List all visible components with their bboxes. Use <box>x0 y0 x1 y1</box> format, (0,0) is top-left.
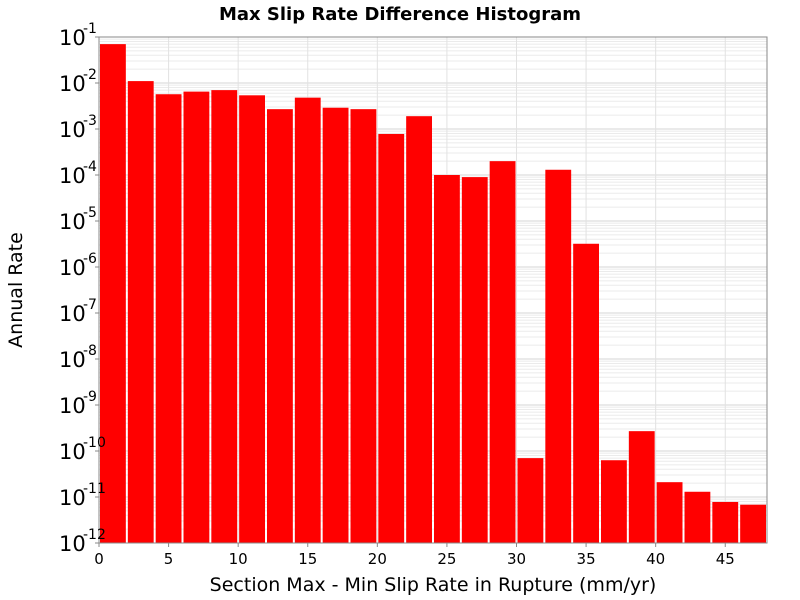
y-tick-exponent: -11 <box>83 481 106 497</box>
x-tick-label: 35 <box>577 550 596 568</box>
bars <box>100 44 766 544</box>
y-tick-exponent: -9 <box>83 389 97 405</box>
x-tick-label: 5 <box>164 550 174 568</box>
histogram-bar <box>656 482 683 543</box>
histogram-bar <box>350 109 377 544</box>
x-tick-label: 0 <box>94 550 104 568</box>
y-tick-label: 10 <box>59 394 86 418</box>
histogram-bar <box>517 458 544 543</box>
chart-title: Max Slip Rate Difference Histogram <box>219 4 581 25</box>
histogram-bar <box>461 177 488 543</box>
histogram-bar <box>740 504 766 543</box>
y-tick-label: 10 <box>59 486 86 510</box>
histogram-bar <box>183 91 210 543</box>
y-tick-label: 10 <box>59 532 86 556</box>
histogram-bar <box>127 81 154 543</box>
histogram-bar <box>211 90 238 543</box>
y-tick-exponent: -8 <box>83 343 97 359</box>
y-tick-exponent: -5 <box>83 205 97 221</box>
x-tick-label: 25 <box>437 550 456 568</box>
histogram-bar <box>294 97 321 543</box>
x-tick-label: 20 <box>368 550 387 568</box>
y-axis-ticks: 10-110-210-310-410-510-610-710-810-910-1… <box>59 21 106 556</box>
histogram-bar <box>155 94 182 543</box>
x-axis-ticks: 0 5 10 15 20 25 30 35 40 45 <box>94 543 735 568</box>
histogram-bar <box>573 243 599 543</box>
y-tick-exponent: -2 <box>83 67 97 83</box>
plot-border <box>98 36 768 544</box>
histogram-bar <box>601 460 627 543</box>
y-tick-label: 10 <box>59 26 86 50</box>
histogram-bar <box>406 116 432 543</box>
y-tick-label: 10 <box>59 210 86 234</box>
y-tick-exponent: -3 <box>83 113 97 129</box>
x-tick-label: 10 <box>229 550 248 568</box>
y-tick-exponent: -1 <box>83 21 97 37</box>
x-tick-label: 30 <box>507 550 526 568</box>
histogram-bar <box>239 95 265 544</box>
y-tick-label: 10 <box>59 72 86 96</box>
x-tick-label: 15 <box>298 550 317 568</box>
y-axis-label: Annual Rate <box>5 232 27 348</box>
y-tick-label: 10 <box>59 164 86 188</box>
histogram-bar <box>267 109 293 544</box>
y-tick-label: 10 <box>59 440 86 464</box>
histogram-bar <box>684 491 711 543</box>
y-tick-label: 10 <box>59 256 86 280</box>
y-tick-exponent: -10 <box>83 435 106 451</box>
y-tick-exponent: -12 <box>83 527 106 543</box>
y-tick-exponent: -6 <box>83 251 97 267</box>
histogram-bar <box>489 161 516 543</box>
histogram-bar <box>628 431 655 543</box>
histogram-bar <box>322 107 349 544</box>
x-tick-label: 45 <box>716 550 735 568</box>
histogram-bar <box>378 133 405 543</box>
y-tick-label: 10 <box>59 348 86 372</box>
x-tick-label: 40 <box>646 550 665 568</box>
y-tick-label: 10 <box>59 302 86 326</box>
y-tick-exponent: -7 <box>83 297 97 313</box>
histogram-bar <box>434 175 460 543</box>
histogram-bar <box>712 501 739 543</box>
histogram-bar <box>100 44 126 543</box>
y-tick-exponent: -4 <box>83 159 97 175</box>
x-axis-label: Section Max - Min Slip Rate in Rupture (… <box>210 574 657 596</box>
y-tick-label: 10 <box>59 118 86 142</box>
histogram-bar <box>545 169 572 543</box>
